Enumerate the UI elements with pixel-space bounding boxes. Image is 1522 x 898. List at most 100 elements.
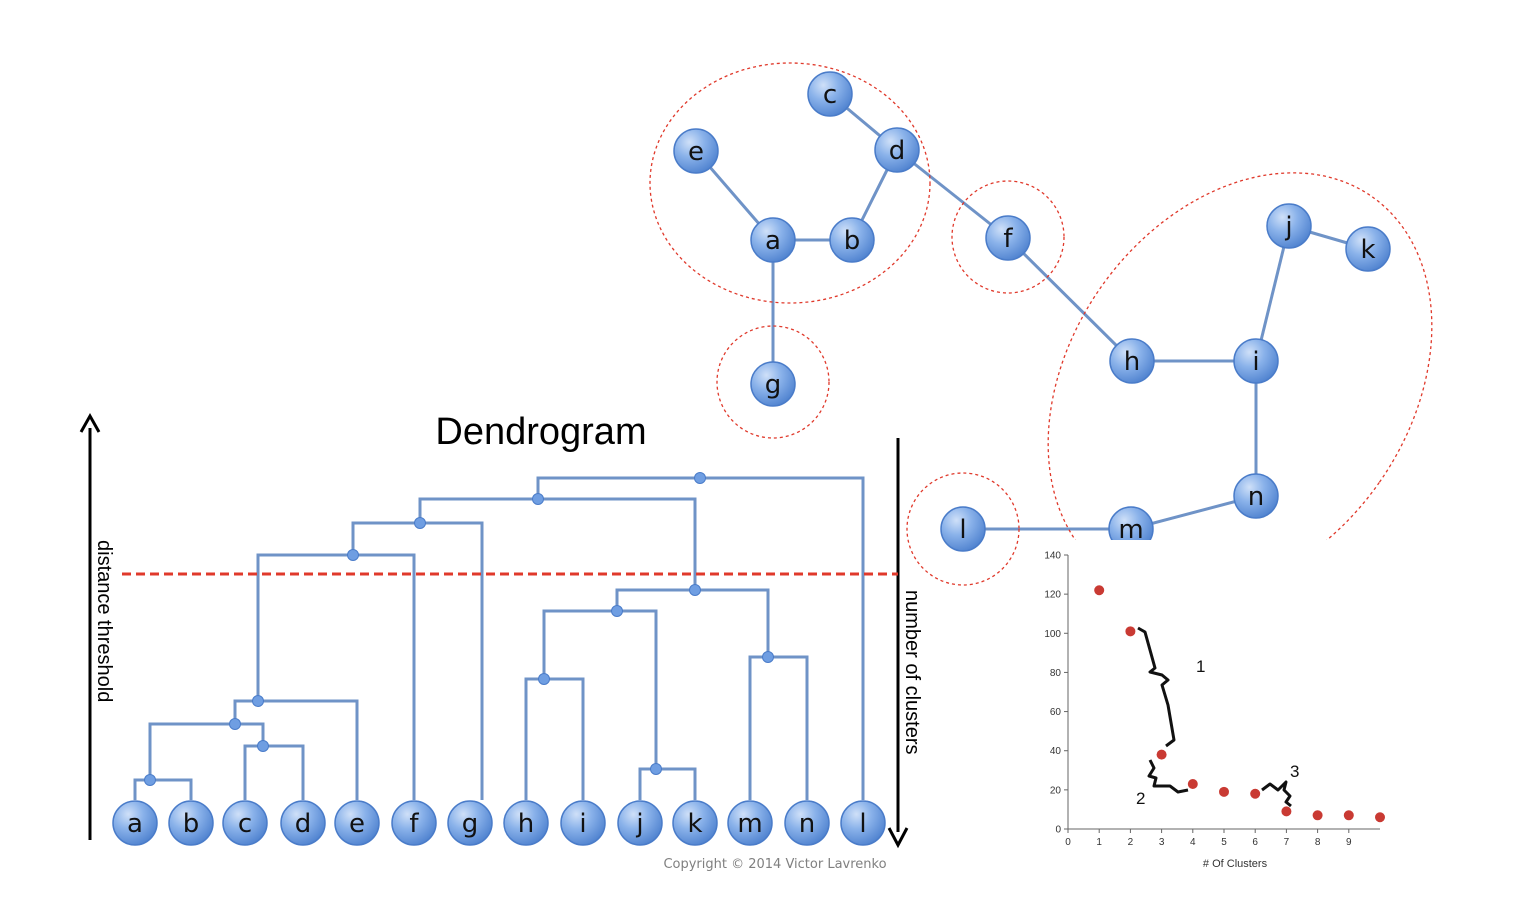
dendrogram-link-3 xyxy=(233,699,359,800)
distance-threshold-label: distance threshold xyxy=(93,540,115,702)
elbow-x-tick-label: 8 xyxy=(1315,837,1321,848)
elbow-point-7 xyxy=(1281,806,1292,817)
dendrogram-leaf-label: k xyxy=(687,809,702,839)
dendrogram-leaf-e: e xyxy=(334,800,380,846)
dendrogram-leaf-label: f xyxy=(409,809,419,839)
graph-node-label: b xyxy=(844,226,861,256)
dendrogram-leaf-k: k xyxy=(672,800,718,846)
elbow-point-5 xyxy=(1219,786,1229,797)
graph-node-label: j xyxy=(1284,212,1292,242)
dendrogram-leaf-i: i xyxy=(560,800,606,846)
dendrogram-leaf-circle xyxy=(280,800,326,846)
dendrogram-leaf-circle xyxy=(727,800,773,846)
dendrogram-link-5 xyxy=(351,521,484,800)
cluster-ring-abcde xyxy=(649,62,931,304)
graph-edge-f-h xyxy=(1006,236,1134,363)
elbow-point-2 xyxy=(1125,626,1136,637)
elbow-x-tick-label: 1 xyxy=(1096,837,1102,848)
dendrogram-links xyxy=(133,476,865,800)
dendrogram-leaf-circle xyxy=(560,800,606,846)
dendrogram-join-3 xyxy=(252,695,264,707)
graph-node-label: g xyxy=(765,370,782,400)
dendrogram-leaf-c: c xyxy=(222,800,268,846)
elbow-point-3 xyxy=(1156,749,1167,760)
number-of-clusters-label: number of clusters xyxy=(901,590,923,755)
annotation-label-2: 2 xyxy=(1136,789,1145,808)
dendrogram-leaf-label: i xyxy=(579,809,586,839)
graph-node-i: i xyxy=(1233,338,1279,384)
annotation-label-1: 1 xyxy=(1196,657,1205,676)
dendrogram-leaf-circle xyxy=(391,800,437,846)
dendrogram-leaf-label: d xyxy=(295,809,312,839)
graph-node-circle xyxy=(1233,473,1279,519)
elbow-point-1 xyxy=(1094,585,1105,596)
dendrogram-leaf-l: l xyxy=(840,800,886,846)
elbow-point-4 xyxy=(1187,778,1198,789)
elbow-x-tick-label: 3 xyxy=(1159,837,1165,848)
dendrogram-link-7 xyxy=(638,767,697,800)
graph-node-label: d xyxy=(889,136,906,166)
dendrogram-leaf-circle xyxy=(112,800,158,846)
dendrogram-leaf-a: a xyxy=(112,800,158,846)
annotation-label-3: 3 xyxy=(1290,762,1299,781)
graph-node-circle xyxy=(673,128,719,174)
dendrogram-leaf-label: m xyxy=(737,809,762,839)
elbow-y-tick-label: 40 xyxy=(1050,746,1062,757)
dendrogram-join-2 xyxy=(229,718,241,730)
dendrogram-leaf-circle xyxy=(222,800,268,846)
graph-node-e: e xyxy=(673,128,719,174)
dendrogram-link-9 xyxy=(748,655,809,800)
graph-node-label: e xyxy=(688,137,704,167)
elbow-y-tick-label: 80 xyxy=(1050,668,1062,679)
dendrogram-leaf-j: j xyxy=(617,800,663,846)
dendrogram-join-6 xyxy=(538,673,550,685)
elbow-x-axis-label: # Of Clusters xyxy=(1203,858,1268,870)
elbow-x-tick-label: 9 xyxy=(1346,837,1352,848)
graph-node-circle xyxy=(1109,338,1155,384)
graph-node-j: j xyxy=(1266,203,1312,249)
cluster-ring-hijkmn xyxy=(1047,172,1433,598)
elbow-axes: 0 20 40 60 80 100 120 140 0 1 2 3 4 5 6 7 8 9 xyxy=(1044,551,1380,848)
dendrogram-leaf-f: f xyxy=(391,800,437,846)
dendrogram-join-8 xyxy=(611,605,623,617)
dendrogram-leaf-label: a xyxy=(127,809,143,839)
dendrogram-leaf-circle xyxy=(503,800,549,846)
elbow-y-tick-label: 60 xyxy=(1050,707,1062,718)
elbow-x-tick-label: 6 xyxy=(1252,837,1258,848)
dendrogram-leaf-circle xyxy=(334,800,380,846)
dendrogram-leaf-label: n xyxy=(799,809,815,839)
graph-node-l: l xyxy=(940,506,986,552)
dendrogram-leaf-circle xyxy=(784,800,830,846)
graph-node-circle xyxy=(807,71,853,117)
elbow-point-10 xyxy=(1375,812,1385,823)
graph-node-label: h xyxy=(1124,347,1140,377)
elbow-y-tick-label: 140 xyxy=(1044,551,1061,562)
dendrogram-join-9 xyxy=(762,651,774,663)
graph-node-b: b xyxy=(829,217,875,263)
cluster-ring-l xyxy=(906,472,1020,586)
dendrogram-join-4 xyxy=(347,549,359,561)
dendrogram-leaf-b: b xyxy=(168,800,214,846)
cluster-ring-g xyxy=(716,325,830,439)
elbow-point-6 xyxy=(1250,788,1261,799)
dendrogram-join-10 xyxy=(689,584,701,596)
graph-node-label: i xyxy=(1252,347,1259,377)
graph-node-circle xyxy=(985,215,1031,261)
dendrogram-link-0 xyxy=(133,778,193,800)
graph-node-circle xyxy=(750,217,796,263)
graph-edge-i-j xyxy=(1254,225,1291,362)
graph-node-label: n xyxy=(1248,482,1264,512)
elbow-x-tick-label: 0 xyxy=(1065,837,1071,848)
graph-node-g: g xyxy=(750,361,796,407)
annotation-squiggle-1 xyxy=(1137,626,1176,748)
dendrogram-leaf-circle xyxy=(617,800,663,846)
annotation-squiggle-2 xyxy=(1147,759,1189,794)
graph-node-label: f xyxy=(1003,224,1013,254)
dendrogram-leaf-circle xyxy=(840,800,886,846)
dendrogram-leaf-label: j xyxy=(635,809,643,839)
dendrogram-leaf-h: h xyxy=(503,800,549,846)
dendrogram-leaf-circle xyxy=(168,800,214,846)
cluster-ring-f xyxy=(951,180,1065,294)
